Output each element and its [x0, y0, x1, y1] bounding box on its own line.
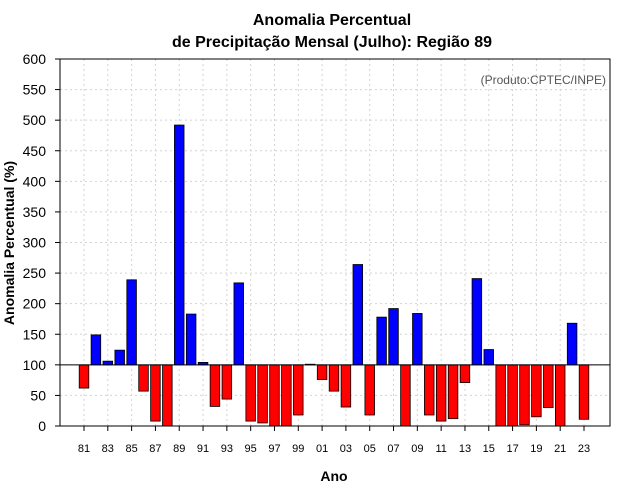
x-tick-label: 23 [578, 443, 590, 455]
x-tick-label: 01 [316, 443, 328, 455]
credit-label: (Produto:CPTEC/INPE) [481, 73, 606, 87]
y-tick-label: 300 [23, 235, 47, 251]
y-axis-title: Anomalia Percentual (%) [1, 161, 17, 325]
bar-09 [412, 313, 423, 366]
bar-85 [126, 279, 137, 366]
x-tick-label: 17 [506, 443, 518, 455]
bar-08 [400, 364, 411, 427]
bar-87 [150, 364, 161, 422]
bar-07 [388, 308, 399, 366]
bar-16 [495, 364, 506, 427]
y-tick-label: 250 [23, 265, 47, 281]
bar-03 [340, 364, 352, 408]
y-tick-label: 150 [23, 326, 47, 342]
x-tick-label: 11 [435, 443, 446, 455]
bar-93 [221, 364, 233, 400]
bar-97 [269, 364, 280, 427]
x-tick-label: 15 [483, 443, 495, 455]
x-axis: 81 83 85 87 89 91 93 95 97 99 01 03 05 07 09 11 13 15 17 19… [78, 426, 590, 455]
y-tick-label: 450 [23, 143, 47, 159]
bar-89 [174, 124, 185, 366]
x-tick-label: 85 [125, 443, 137, 455]
bar-21 [555, 364, 566, 427]
y-tick-label: 100 [23, 357, 47, 373]
bar-06 [376, 316, 387, 366]
x-tick-label: 97 [268, 443, 280, 455]
bar-11 [435, 364, 447, 422]
y-tick-label: 600 [23, 51, 47, 67]
x-tick-label: 87 [149, 443, 161, 455]
x-axis-title: Ano [320, 468, 347, 484]
bar-02 [328, 364, 340, 392]
bar-82 [90, 334, 102, 366]
x-tick-label: 83 [102, 443, 114, 455]
x-tick-label: 91 [197, 443, 209, 455]
y-tick-label: 500 [23, 112, 47, 128]
x-tick-label: 05 [364, 443, 376, 455]
chart-title-line1: Anomalia Percentual [253, 12, 411, 29]
bar-19 [531, 364, 542, 418]
bar-04 [352, 264, 364, 366]
bar-17 [507, 364, 518, 427]
bar-14 [471, 278, 483, 366]
x-tick-label: 89 [173, 443, 185, 455]
y-tick-label: 0 [38, 418, 46, 434]
bar-13 [459, 364, 471, 383]
x-tick-label: 99 [292, 443, 304, 455]
bar-18 [519, 364, 530, 426]
y-tick-label: 400 [23, 173, 47, 189]
bar-81 [78, 364, 90, 389]
bar-99 [293, 364, 304, 416]
bar-20 [543, 364, 554, 409]
y-tick-label: 200 [23, 296, 47, 312]
bar-94 [233, 282, 244, 366]
bar-01 [316, 364, 328, 380]
bar-96 [257, 364, 268, 424]
y-tick-label: 350 [23, 204, 47, 220]
x-tick-label: 19 [530, 443, 542, 455]
x-tick-label: 09 [411, 443, 423, 455]
bar-90 [185, 313, 197, 366]
bar-95 [245, 364, 256, 422]
x-tick-label: 21 [554, 443, 566, 455]
bar-12 [447, 364, 459, 420]
y-axis: 0 50 100 150 200 250 300 350 400 450 500 550 600 [23, 51, 60, 434]
y-tick-label: 550 [23, 82, 47, 98]
bar-84 [114, 349, 125, 366]
bar-22 [566, 322, 578, 366]
bar-10 [424, 364, 435, 416]
x-tick-label: 13 [459, 443, 471, 455]
x-tick-label: 95 [245, 443, 257, 455]
x-tick-label: 07 [387, 443, 399, 455]
bar-86 [138, 364, 149, 392]
y-tick-label: 50 [30, 387, 46, 403]
bar-83 [102, 360, 114, 366]
bars [78, 124, 590, 427]
chart-title-line2: de Precipitação Mensal (Julho): Região 8… [172, 34, 492, 51]
x-tick-label: 03 [340, 443, 352, 455]
x-tick-label: 81 [78, 443, 90, 455]
bar-98 [281, 364, 292, 427]
x-tick-label: 93 [221, 443, 233, 455]
bar-15 [483, 349, 494, 366]
bar-88 [162, 364, 173, 427]
bar-05 [364, 364, 375, 416]
bar-23 [578, 364, 590, 420]
bar-92 [209, 364, 221, 407]
